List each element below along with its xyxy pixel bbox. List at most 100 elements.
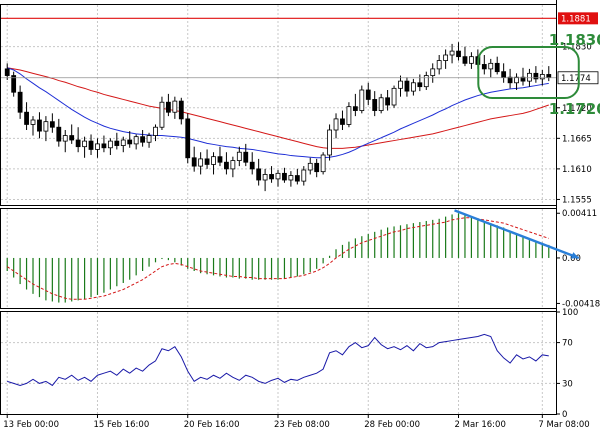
candle-body [533,72,539,80]
candle-body [17,91,23,113]
candle-body [217,156,223,163]
candle-body [436,60,442,70]
candle-body [107,140,113,149]
candle-body [211,156,216,165]
candle-body [88,140,94,150]
candle-body [314,162,320,173]
candle-body [127,139,133,145]
candle-body [520,76,526,82]
candle-body [256,168,262,181]
candle-body [95,143,100,150]
current-price-label: 1.1774 [561,74,591,84]
candle-body [30,119,36,125]
oscillator-tick-label: 0.00411 [562,209,597,219]
divergence-arrow [454,209,580,260]
candle-body [62,135,68,142]
candle-body [514,76,519,84]
candle-body [75,139,81,148]
slow-moving-average-line [7,67,549,149]
candle-body [385,97,390,106]
candle-body [449,50,455,56]
rsi-line [7,333,549,387]
candle-body [443,54,449,61]
candle-body [352,106,358,111]
candle-body [249,161,255,170]
candle-body [224,161,229,170]
resistance-price-box [558,12,598,25]
candle-body [101,143,107,149]
annotation-low-label: 1.1720 [549,100,600,118]
rsi-tick-label: 30 [562,379,573,389]
oscillator-tick-label: 0.00 [562,254,581,264]
candle-body [24,111,29,125]
candle-body [301,169,307,182]
candle-body [501,71,507,78]
candle-body [340,118,345,125]
candle-body [11,75,17,93]
candle-body [294,175,300,182]
oscillator-signal-line [6,217,549,300]
rsi-tick-label: 70 [562,339,573,349]
candle-body [4,68,10,76]
candle-body [456,50,461,58]
candle-body [469,56,474,64]
candle-body [546,74,552,78]
price-tick-label: 1.1610 [562,165,592,175]
candle-body [372,99,378,111]
candle-body [269,174,274,180]
price-tick-label: 1.1665 [562,134,592,144]
candle-body [391,87,397,106]
candle-body [404,80,410,92]
oscillator-tick-label: -0.00418 [562,299,600,309]
candle-body [37,119,42,132]
candle-body [494,62,500,73]
candle-body [114,140,120,146]
candle-body [481,64,487,70]
candle-body [282,172,287,181]
resistance-price-label: 1.1881 [561,14,591,24]
rsi-tick-label: 0 [562,410,567,420]
candle-body [488,62,494,70]
candle-body [262,174,268,181]
candle-body [346,106,352,125]
candle-body [153,126,158,136]
candle-body [365,89,371,100]
price-tick-label: 1.1720 [562,104,592,114]
candle-body [527,72,532,82]
candle-body [462,56,468,64]
candle-body [172,100,178,113]
annotation-high-label: 1.1830 [549,31,600,49]
time-axis-label: 13 Feb 00:00 [3,420,59,430]
candle-body [198,158,204,167]
candle-body [539,74,545,80]
candle-body [243,151,249,163]
candle-body [140,136,146,143]
candle-body [69,135,75,141]
candle-body [159,101,165,128]
candle-body [327,129,332,156]
candle-body [307,162,313,171]
time-axis-label: 28 Feb 00:00 [364,420,420,430]
candle-body [507,76,513,84]
time-axis-label: 20 Feb 16:00 [184,420,240,430]
candle-body [423,75,429,88]
price-tick-label: 1.1555 [562,195,592,205]
candle-body [191,157,197,167]
candle-body [56,126,62,142]
candle-body [230,160,236,170]
fast-moving-average-line [7,67,549,159]
candle-body [410,82,416,92]
candle-body [166,101,171,113]
candle-body [185,118,191,159]
candle-body [333,118,339,131]
candle-body [236,151,242,161]
candle-body [43,121,49,132]
time-axis-label: 7 Mar 08:00 [538,420,589,430]
candle-body [417,82,423,88]
divergence-arrow-head [570,252,579,259]
candle-body [146,135,152,143]
candle-body [82,140,87,148]
candle-body [275,172,281,180]
